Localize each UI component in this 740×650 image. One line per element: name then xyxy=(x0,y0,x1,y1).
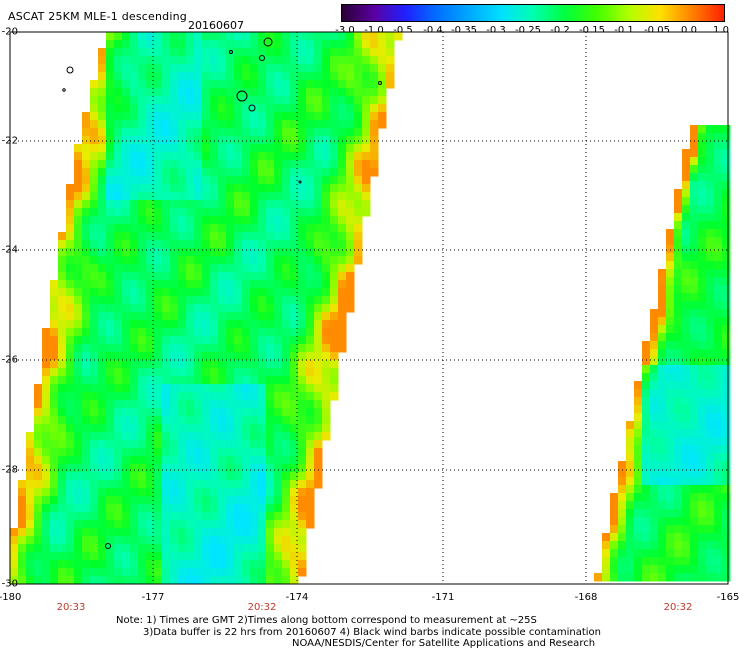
island-outline xyxy=(248,104,256,112)
colorbar-label: -1.0 xyxy=(364,25,384,36)
lon-label: -168 xyxy=(574,592,598,603)
lon-label: -177 xyxy=(141,592,165,603)
lat-label: -20 xyxy=(1,26,18,38)
swath-time: 20:32 xyxy=(663,602,693,613)
note-line: Note: 1) Times are GMT 2)Times along bot… xyxy=(116,615,537,626)
island-outline xyxy=(378,81,382,85)
colorbar-labels: -3.0 -1.0 -0.5 -0.4 -0.35 -0.3 -0.25 -0.… xyxy=(330,25,734,37)
island-outline xyxy=(236,90,248,102)
colorbar-label: -0.2 xyxy=(550,25,570,36)
island-outline xyxy=(62,88,66,92)
lat-label: -24 xyxy=(1,244,18,256)
island-outline xyxy=(229,50,233,54)
island-outline xyxy=(298,180,302,184)
island-outline xyxy=(105,543,111,549)
swath-east xyxy=(594,125,731,582)
colorbar-label: -0.25 xyxy=(515,25,541,36)
map-title: ASCAT 25KM MLE-1 descending xyxy=(8,10,187,23)
lon-label: -174 xyxy=(285,592,309,603)
lat-label: -22 xyxy=(1,135,18,147)
colorbar-label: -0.4 xyxy=(423,25,443,36)
swath-time: 20:33 xyxy=(56,602,86,613)
satellite-swath-map xyxy=(9,31,731,585)
colorbar-label: -0.05 xyxy=(644,25,670,36)
island-outline xyxy=(66,66,74,74)
colorbar xyxy=(341,4,725,22)
colorbar-label: 1.0 xyxy=(713,25,729,36)
island-outline xyxy=(263,37,273,47)
swath-time: 20:32 xyxy=(247,602,277,613)
colorbar-label: -0.35 xyxy=(451,25,477,36)
lat-label: -30 xyxy=(1,578,18,590)
lon-label: -171 xyxy=(431,592,455,603)
colorbar-label: -0.15 xyxy=(579,25,605,36)
colorbar-label: -0.1 xyxy=(614,25,634,36)
lat-label: -28 xyxy=(1,464,18,476)
colorbar-label: 0.0 xyxy=(681,25,697,36)
colorbar-label: -3.0 xyxy=(335,25,355,36)
colorbar-label: -0.3 xyxy=(486,25,506,36)
lon-label: -165 xyxy=(716,592,740,603)
map-date: 20160607 xyxy=(188,19,244,32)
island-outline xyxy=(259,55,265,61)
plot-frame xyxy=(9,31,729,585)
note-line: 3)Data buffer is 22 hrs from 20160607 4)… xyxy=(143,626,601,638)
note-line: NOAA/NESDIS/Center for Satellite Applica… xyxy=(292,638,596,649)
lat-label: -26 xyxy=(1,354,18,366)
lon-label: -180 xyxy=(0,592,22,603)
colorbar-label: -0.5 xyxy=(393,25,413,36)
swath-west xyxy=(10,32,403,585)
